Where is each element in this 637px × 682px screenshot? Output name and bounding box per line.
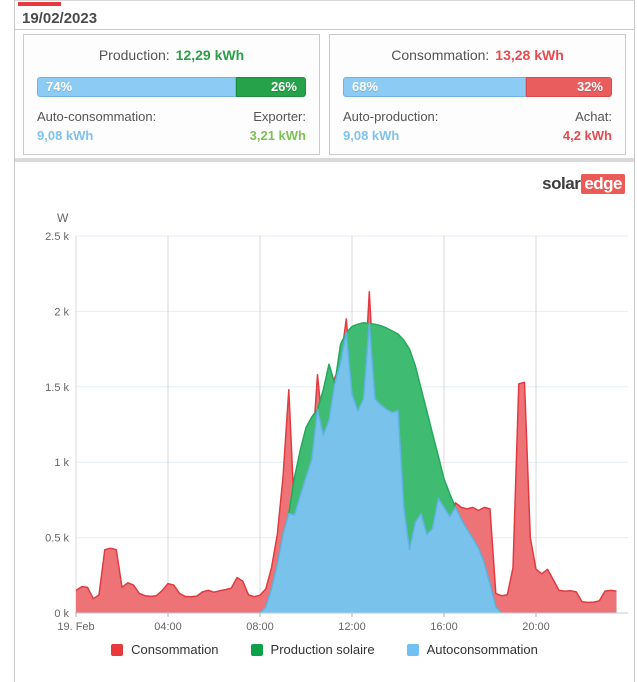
chart-legend: Consommation Production solaire Autoconsom… bbox=[15, 642, 634, 657]
legend-label: Consommation bbox=[131, 642, 219, 657]
svg-text:W: W bbox=[57, 211, 69, 225]
legend-item[interactable]: Consommation bbox=[111, 642, 219, 657]
svg-text:2.5 k: 2.5 k bbox=[45, 231, 69, 243]
autoconsumption-bar-segment[interactable]: 74% bbox=[37, 77, 237, 97]
svg-text:2 k: 2 k bbox=[54, 306, 69, 318]
legend-label: Autoconsommation bbox=[426, 642, 538, 657]
autoproduction-label: Auto-production: bbox=[343, 109, 439, 124]
consumption-title: Consommation: 13,28 kWh bbox=[343, 47, 612, 63]
production-title: Production: 12,29 kWh bbox=[37, 47, 306, 63]
svg-text:19. Feb: 19. Feb bbox=[57, 621, 94, 633]
purchase-value: 4,2 kWh bbox=[562, 128, 612, 143]
production-values-row: 9,08 kWh 3,21 kWh bbox=[37, 128, 306, 143]
section-divider bbox=[15, 158, 634, 162]
chart-card: solar edge 0 k 0.5 k 1 k 1.5 k 2 k 2.5 k 19. Fe… bbox=[15, 162, 634, 677]
svg-text:16:00: 16:00 bbox=[430, 621, 458, 633]
consumption-ratio-bar[interactable]: 68% 32% bbox=[343, 77, 612, 97]
production-panel: Production: 12,29 kWh 74% 26% Auto-consom… bbox=[23, 34, 320, 155]
legend-item[interactable]: Production solaire bbox=[250, 642, 375, 657]
legend-label: Production solaire bbox=[270, 642, 375, 657]
selected-date[interactable]: 19/02/2023 bbox=[22, 10, 98, 27]
power-chart[interactable]: 0 k 0.5 k 1 k 1.5 k 2 k 2.5 k 19. Feb 04:00 08:0… bbox=[15, 162, 634, 634]
legend-swatch bbox=[250, 643, 263, 656]
purchase-bar-segment[interactable]: 32% bbox=[525, 77, 612, 97]
consumption-value: 13,28 kWh bbox=[495, 47, 564, 63]
legend-swatch bbox=[111, 643, 124, 656]
logo-text-edge: edge bbox=[581, 174, 625, 194]
autoproduction-value: 9,08 kWh bbox=[343, 128, 400, 143]
export-bar-segment[interactable]: 26% bbox=[236, 77, 306, 97]
svg-text:1 k: 1 k bbox=[54, 457, 69, 469]
consumption-title-label: Consommation: bbox=[391, 47, 490, 63]
svg-text:20:00: 20:00 bbox=[522, 621, 550, 633]
consumption-panel: Consommation: 13,28 kWh 68% 32% Auto-prod… bbox=[329, 34, 626, 155]
purchase-label: Achat: bbox=[575, 109, 612, 124]
production-value: 12,29 kWh bbox=[175, 47, 245, 63]
svg-text:0 k: 0 k bbox=[54, 608, 69, 620]
app-page: 19/02/2023 Production: 12,29 kWh 74% 26% … bbox=[14, 0, 635, 682]
solaredge-logo: solar edge bbox=[542, 174, 625, 194]
legend-item[interactable]: Autoconsommation bbox=[406, 642, 538, 657]
autoconsumption-value: 9,08 kWh bbox=[37, 128, 94, 143]
production-ratio-bar[interactable]: 74% 26% bbox=[37, 77, 306, 97]
legend-swatch bbox=[406, 643, 419, 656]
consumption-labels-row: Auto-production: Achat: bbox=[343, 109, 612, 124]
export-value: 3,21 kWh bbox=[249, 128, 306, 143]
autoconsumption-label: Auto-consommation: bbox=[37, 109, 157, 124]
autoproduction-bar-segment[interactable]: 68% bbox=[343, 77, 526, 97]
svg-text:04:00: 04:00 bbox=[154, 621, 182, 633]
svg-text:12:00: 12:00 bbox=[338, 621, 366, 633]
production-title-label: Production: bbox=[98, 47, 170, 63]
active-tab-indicator bbox=[18, 2, 61, 6]
svg-text:08:00: 08:00 bbox=[246, 621, 274, 633]
production-labels-row: Auto-consommation: Exporter: bbox=[37, 109, 306, 124]
summary-panels: Production: 12,29 kWh 74% 26% Auto-consom… bbox=[15, 30, 634, 158]
svg-text:0.5 k: 0.5 k bbox=[45, 533, 69, 545]
logo-text-solar: solar bbox=[542, 174, 581, 193]
consumption-values-row: 9,08 kWh 4,2 kWh bbox=[343, 128, 612, 143]
export-label: Exporter: bbox=[253, 109, 306, 124]
date-bar: 19/02/2023 bbox=[15, 0, 634, 30]
svg-text:1.5 k: 1.5 k bbox=[45, 382, 69, 394]
